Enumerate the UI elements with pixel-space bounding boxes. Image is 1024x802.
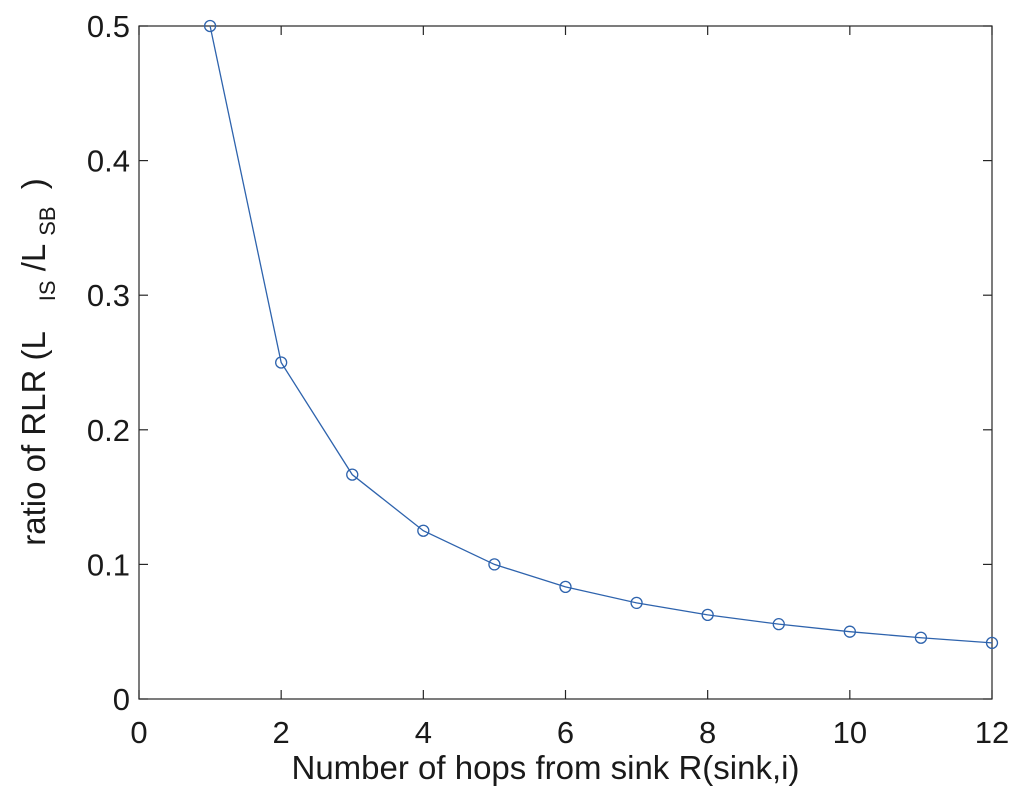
x-tick-label: 0: [130, 715, 147, 750]
y-axis-label-suffix: ): [15, 178, 52, 189]
x-tick-label: 12: [975, 715, 1009, 750]
data-point: [914, 631, 928, 644]
data-point: [843, 625, 856, 638]
y-tick-label: 0.4: [87, 144, 130, 179]
data-point: [772, 618, 785, 631]
x-tick-label: 2: [273, 715, 290, 750]
data-point: [630, 596, 643, 610]
series-layer: [203, 19, 999, 650]
x-tick-label: 10: [833, 715, 867, 750]
y-axis-label-sub2: SB: [35, 206, 60, 235]
data-point: [985, 636, 999, 650]
x-axis: 0 2 4 6 8 10 12: [130, 26, 1009, 750]
data-point: [417, 524, 430, 537]
data-point: [488, 558, 501, 571]
y-tick-label: 0.2: [87, 413, 130, 448]
y-axis-label-middle: /L: [15, 244, 52, 271]
data-point: [275, 356, 288, 369]
series-line: [209, 25, 993, 644]
y-axis-label-sub1: IS: [35, 280, 60, 301]
x-axis-label: Number of hops from sink R(sink,i): [292, 749, 800, 786]
y-tick-label: 0.5: [87, 9, 130, 44]
data-point: [203, 19, 217, 33]
y-tick-label: 0.3: [87, 278, 130, 313]
x-tick-label: 6: [557, 715, 574, 750]
data-point: [346, 468, 359, 481]
y-axis: 0 0.1 0.2 0.3 0.4 0.5: [87, 9, 992, 717]
y-tick-label: 0: [113, 682, 130, 717]
data-point: [701, 608, 714, 622]
plot-area: [138, 25, 993, 700]
x-tick-label: 4: [415, 715, 432, 750]
x-tick-label: 8: [699, 715, 716, 750]
y-axis-label-prefix: ratio of RLR (L: [15, 332, 52, 546]
y-axis-label: ratio of RLR (L IS /L SB ): [15, 178, 62, 546]
y-tick-label: 0.1: [87, 547, 130, 582]
data-point: [559, 580, 572, 594]
